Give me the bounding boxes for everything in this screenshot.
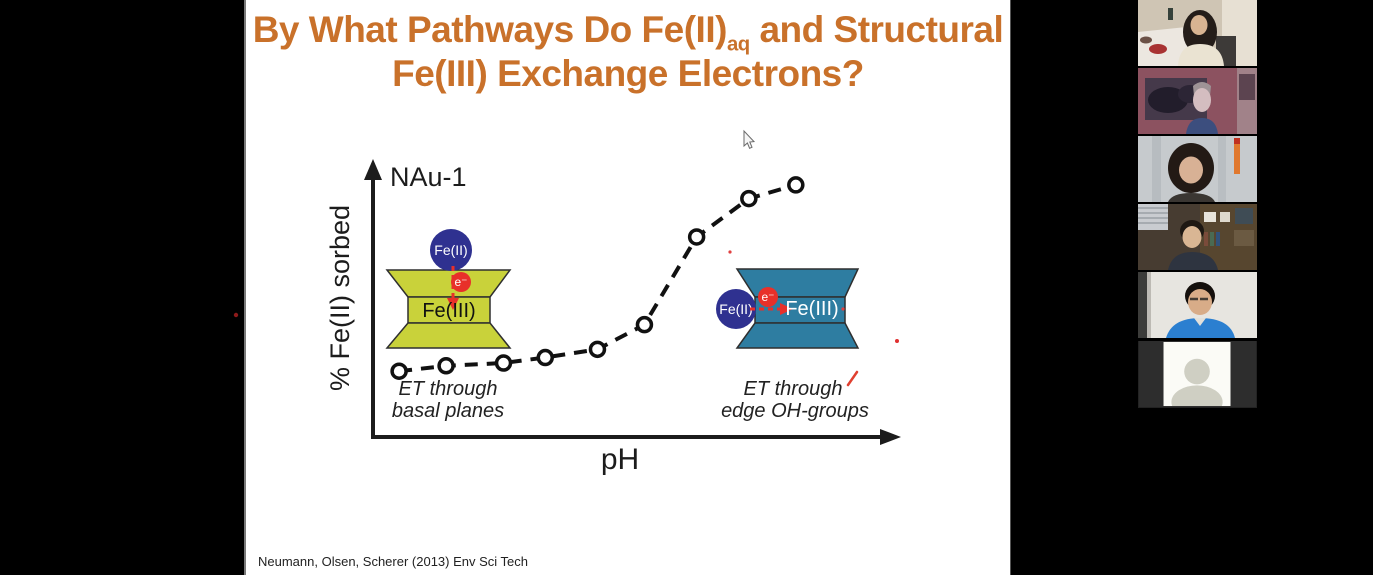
laser-mark bbox=[728, 250, 732, 254]
participant-video-tile-4[interactable] bbox=[1138, 204, 1257, 270]
y-axis-arrowhead-icon bbox=[364, 159, 382, 180]
participant-video-tile-3[interactable] bbox=[1138, 136, 1257, 202]
participant-video-tile-6[interactable] bbox=[1138, 341, 1257, 408]
slide-title-line1: By What Pathways Do Fe(II)aq and Structu… bbox=[252, 9, 1004, 56]
participant-2-video bbox=[1138, 68, 1257, 134]
basal-caption-line2: basal planes bbox=[392, 400, 504, 422]
face bbox=[1193, 88, 1211, 112]
fe2-label: Fe(II) bbox=[719, 301, 752, 317]
electron-label: e⁻ bbox=[454, 275, 467, 289]
chart-series-label: NAu-1 bbox=[390, 162, 467, 192]
data-point bbox=[494, 354, 513, 372]
participant-3-video bbox=[1138, 136, 1257, 202]
electron-icon bbox=[451, 272, 471, 292]
participant-4-video bbox=[1138, 204, 1257, 270]
orange-object bbox=[1234, 138, 1240, 174]
participant-6-avatar bbox=[1138, 341, 1257, 407]
fe2-sphere bbox=[430, 229, 472, 271]
data-point bbox=[635, 315, 654, 334]
data-point bbox=[390, 362, 408, 380]
face bbox=[1182, 226, 1202, 248]
electron-label: e⁻ bbox=[761, 290, 774, 304]
fe3-label: Fe(III) bbox=[422, 300, 475, 322]
avatar-placeholder-icon bbox=[1171, 358, 1223, 407]
face bbox=[1190, 15, 1208, 35]
shared-slide: By What Pathways Do Fe(II)aq and Structu… bbox=[244, 0, 1011, 575]
participant-video-tile-2[interactable] bbox=[1138, 68, 1257, 134]
y-axis-label: % Fe(II) sorbed bbox=[325, 205, 355, 391]
laser-mark bbox=[233, 312, 239, 318]
shirt bbox=[1186, 118, 1218, 134]
shoulders bbox=[1168, 193, 1215, 202]
participant-video-tile-5[interactable] bbox=[1138, 272, 1257, 338]
x-axis-label: pH bbox=[601, 443, 639, 476]
sweater bbox=[1168, 252, 1218, 270]
collar bbox=[1194, 318, 1206, 326]
face bbox=[1188, 289, 1212, 315]
x-axis-arrowhead-icon bbox=[880, 429, 901, 445]
data-point bbox=[687, 228, 706, 246]
fe3-label: Fe(III) bbox=[785, 298, 838, 320]
participant-video-tile-1[interactable] bbox=[1138, 0, 1257, 66]
fe2-sphere bbox=[716, 289, 756, 329]
fe2-label: Fe(II) bbox=[434, 242, 467, 258]
participant-5-video bbox=[1138, 272, 1257, 338]
laser-mark bbox=[895, 339, 899, 343]
face bbox=[1179, 156, 1203, 184]
edge-caption-line1: ET through bbox=[744, 378, 843, 400]
sweater bbox=[1178, 44, 1224, 66]
data-point bbox=[787, 176, 805, 194]
blue-jacket bbox=[1166, 318, 1235, 338]
edge-clay-particle: Fe(II) e⁻ Fe(III) ET through edge OH-gro… bbox=[716, 268, 869, 422]
data-point bbox=[536, 348, 555, 367]
laser-mark bbox=[846, 370, 859, 387]
electron-icon bbox=[758, 287, 778, 307]
citation-text: Neumann, Olsen, Scherer (2013) Env Sci T… bbox=[258, 554, 529, 569]
data-point bbox=[588, 340, 607, 359]
slide-title-line2: Fe(III) Exchange Electrons? bbox=[392, 53, 864, 94]
slide-title: By What Pathways Do Fe(II)aq and Structu… bbox=[246, 8, 1010, 96]
laser-mark bbox=[841, 307, 845, 311]
data-point bbox=[740, 189, 758, 208]
data-point bbox=[437, 357, 455, 375]
basal-clay-particle: Fe(II) e⁻ Fe(III) ET through basal plane… bbox=[385, 229, 512, 422]
participant-1-video bbox=[1138, 0, 1257, 66]
basal-caption-line1: ET through bbox=[399, 378, 498, 400]
sorption-curve bbox=[390, 176, 805, 380]
mouse-cursor bbox=[743, 129, 756, 149]
edge-caption-line2: edge OH-groups bbox=[721, 400, 869, 422]
